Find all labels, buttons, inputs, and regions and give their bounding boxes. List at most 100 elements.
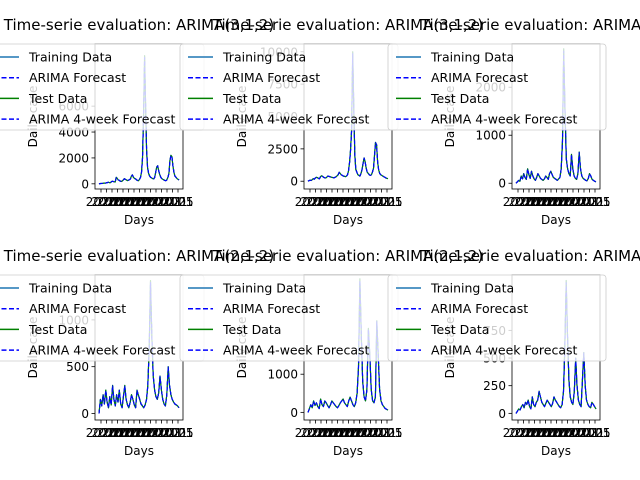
x-axis-label: Days <box>333 213 363 227</box>
x-tick-label: 2021 <box>574 426 605 440</box>
x-tick-label: 2021 <box>157 195 188 209</box>
x-tick-label: 05 <box>387 195 402 209</box>
legend-label: Test Data <box>430 91 489 106</box>
legend-label: Training Data <box>28 50 112 65</box>
x-tick-label: 05 <box>178 426 193 440</box>
x-axis-label: Days <box>124 213 154 227</box>
y-tick-label: 1000 <box>475 129 506 143</box>
x-tick-label: 2020 <box>300 195 331 209</box>
chart-title: Time-serie evaluation: ARIMA(2,1,2) <box>420 16 640 34</box>
legend-label: ARIMA 4-week Forecast <box>223 112 370 127</box>
x-tick-label: 2020 <box>503 426 534 440</box>
x-tick-label: 2021 <box>547 195 578 209</box>
legend-box <box>387 43 607 131</box>
x-tick-label: 2021 <box>350 195 381 209</box>
y-tick-label: 2500 <box>267 142 298 156</box>
x-tick-label: 2020 <box>311 426 342 440</box>
x-tick-label: 2021 <box>361 195 392 209</box>
x-tick-label: 2021 <box>552 195 583 209</box>
x-tick-label: 2021 <box>141 426 172 440</box>
x-tick-label: 2020 <box>97 195 128 209</box>
series-line-4 <box>307 280 389 413</box>
x-tick-label: 2020 <box>300 426 331 440</box>
legend: Training Data ARIMA Forecast Test Data ARIM… <box>387 274 607 362</box>
x-tick-label: 2021 <box>339 426 370 440</box>
x-tick-label: 05 <box>595 426 610 440</box>
x-tick-label: 2020 <box>328 426 359 440</box>
legend-label: ARIMA 4-week Forecast <box>29 112 176 127</box>
x-tick-label: 2021 <box>563 195 594 209</box>
x-tick-label: 2021 <box>569 195 600 209</box>
legend-label: Training Data <box>222 281 306 296</box>
x-tick-label: 2021 <box>130 195 161 209</box>
x-tick-label: 2020 <box>311 195 342 209</box>
legend: Training Data ARIMA Forecast Test Data ARIM… <box>179 43 399 131</box>
x-tick-label: 2020 <box>525 195 556 209</box>
x-tick-label: 2020 <box>536 426 567 440</box>
chart-title: Time-serie evaluation: ARIMA(3,1,2) <box>212 16 483 34</box>
x-tick-label: 2021 <box>563 426 594 440</box>
x-axis-label: Days <box>124 444 154 458</box>
x-tick-label: 2021 <box>580 426 611 440</box>
x-tick-label: 2020 <box>108 195 139 209</box>
x-tick-label: 2021 <box>350 426 381 440</box>
legend-label: ARIMA 4-week Forecast <box>223 343 370 358</box>
legend-label: Training Data <box>222 50 306 65</box>
x-tick-label: 2021 <box>569 426 600 440</box>
x-tick-label: 2020 <box>519 195 550 209</box>
y-tick-label: 0 <box>498 177 506 191</box>
x-tick-label: 2021 <box>157 426 188 440</box>
x-tick-label: 2020 <box>328 195 359 209</box>
y-tick-label: 2000 <box>58 151 89 165</box>
x-tick-label: 2021 <box>146 195 177 209</box>
x-tick-label: 2020 <box>306 195 337 209</box>
x-tick-label: 2020 <box>102 195 133 209</box>
x-tick-label: 2021 <box>361 426 392 440</box>
x-tick-label: 2020 <box>519 426 550 440</box>
legend-label: Test Data <box>28 322 87 337</box>
y-tick-label: 0 <box>81 407 89 421</box>
x-tick-label: 2020 <box>530 195 561 209</box>
series-line-4 <box>515 282 597 414</box>
x-tick-label: 2021 <box>552 426 583 440</box>
series-line-4 <box>307 53 389 182</box>
legend-box <box>387 274 607 362</box>
legend-label: Training Data <box>430 50 514 65</box>
x-tick-label: 2020 <box>333 195 364 209</box>
x-tick-label: 2020 <box>91 195 122 209</box>
x-tick-label: 2021 <box>152 426 183 440</box>
x-tick-label: 2020 <box>317 426 348 440</box>
x-tick-label: 2020 <box>295 426 326 440</box>
x-tick-label: 2020 <box>333 426 364 440</box>
x-tick-label: 2020 <box>113 426 144 440</box>
y-tick-label: 500 <box>66 360 89 374</box>
x-axis-label: Days <box>541 213 571 227</box>
x-tick-label: 2021 <box>344 195 375 209</box>
x-tick-label: 2020 <box>97 426 128 440</box>
x-tick-label: 2020 <box>503 195 534 209</box>
legend-label: ARIMA 4-week Forecast <box>431 343 578 358</box>
x-tick-label: 05 <box>178 195 193 209</box>
x-tick-label: 2021 <box>558 195 589 209</box>
x-tick-label: 2021 <box>547 426 578 440</box>
y-tick-label: 250 <box>483 379 506 393</box>
x-tick-label: 2021 <box>344 426 375 440</box>
x-tick-label: 2020 <box>102 426 133 440</box>
legend-label: Training Data <box>28 281 112 296</box>
x-tick-label: 2021 <box>372 426 403 440</box>
x-axis-label: Days <box>541 444 571 458</box>
x-tick-label: 2020 <box>508 426 539 440</box>
legend-label: ARIMA 4-week Forecast <box>431 112 578 127</box>
x-tick-label: 2020 <box>530 426 561 440</box>
x-tick-label: 2021 <box>141 195 172 209</box>
x-tick-label: 2020 <box>322 195 353 209</box>
legend-label: ARIMA Forecast <box>431 301 528 316</box>
x-tick-label: 2021 <box>580 195 611 209</box>
x-axis-label: Days <box>333 444 363 458</box>
legend-label: Test Data <box>222 91 281 106</box>
y-tick-label: 0 <box>81 177 89 191</box>
series-line-4 <box>515 50 597 184</box>
y-tick-label: 1000 <box>267 368 298 382</box>
x-tick-label: 2020 <box>86 426 117 440</box>
